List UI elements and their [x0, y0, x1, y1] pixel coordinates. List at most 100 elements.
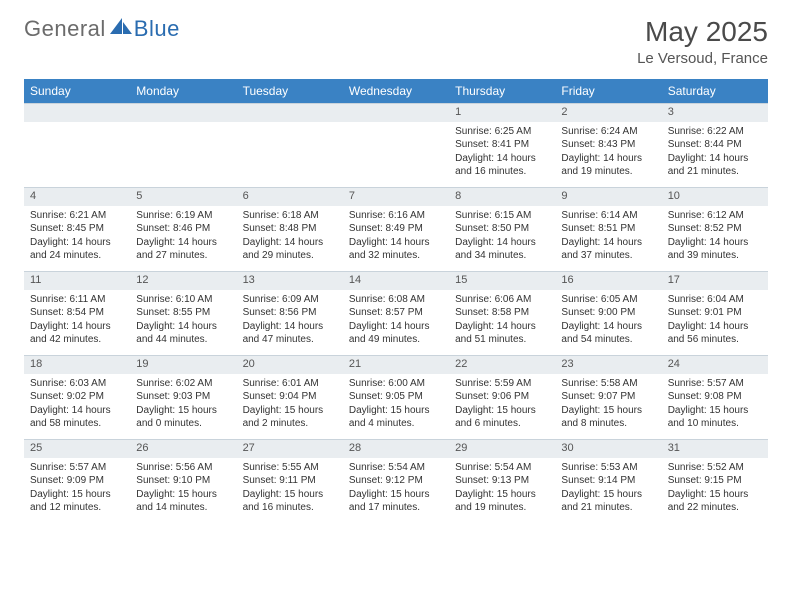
daynum-row: 25262728293031 [24, 440, 768, 458]
day-day1: Daylight: 15 hours [455, 488, 549, 502]
day-sunrise: Sunrise: 5:56 AM [136, 461, 230, 475]
day-day2: and 0 minutes. [136, 417, 230, 431]
day-day2: and 2 minutes. [243, 417, 337, 431]
day-sunset: Sunset: 8:46 PM [136, 222, 230, 236]
day-sunrise: Sunrise: 6:22 AM [668, 125, 762, 139]
day-cell: Sunrise: 6:21 AMSunset: 8:45 PMDaylight:… [24, 206, 130, 272]
day-sunrise: Sunrise: 5:54 AM [455, 461, 549, 475]
day-sunrise: Sunrise: 6:21 AM [30, 209, 124, 223]
day-number: 2 [555, 104, 661, 122]
day-sunset: Sunset: 8:52 PM [668, 222, 762, 236]
day-day2: and 54 minutes. [561, 333, 655, 347]
day-sunrise: Sunrise: 6:01 AM [243, 377, 337, 391]
day-cell: Sunrise: 5:57 AMSunset: 9:09 PMDaylight:… [24, 458, 130, 524]
day-day1: Daylight: 14 hours [136, 320, 230, 334]
day-day1: Daylight: 14 hours [30, 320, 124, 334]
day-day2: and 22 minutes. [668, 501, 762, 515]
day-cell: Sunrise: 6:22 AMSunset: 8:44 PMDaylight:… [662, 122, 768, 188]
day-cell: Sunrise: 6:02 AMSunset: 9:03 PMDaylight:… [130, 374, 236, 440]
day-day1: Daylight: 15 hours [349, 404, 443, 418]
content-row: Sunrise: 5:57 AMSunset: 9:09 PMDaylight:… [24, 458, 768, 524]
day-day1: Daylight: 15 hours [243, 488, 337, 502]
day-day2: and 10 minutes. [668, 417, 762, 431]
header: General Blue May 2025 Le Versoud, France [24, 16, 768, 67]
day-cell: Sunrise: 6:14 AMSunset: 8:51 PMDaylight:… [555, 206, 661, 272]
day-day1: Daylight: 14 hours [668, 236, 762, 250]
day-sunset: Sunset: 9:05 PM [349, 390, 443, 404]
day-cell [237, 122, 343, 188]
logo-text-blue: Blue [134, 16, 180, 42]
day-number: 17 [662, 272, 768, 290]
day-cell: Sunrise: 6:15 AMSunset: 8:50 PMDaylight:… [449, 206, 555, 272]
day-day1: Daylight: 15 hours [136, 404, 230, 418]
day-sunset: Sunset: 8:48 PM [243, 222, 337, 236]
day-cell: Sunrise: 5:53 AMSunset: 9:14 PMDaylight:… [555, 458, 661, 524]
day-number: 9 [555, 188, 661, 206]
day-sunrise: Sunrise: 6:11 AM [30, 293, 124, 307]
day-sunset: Sunset: 9:04 PM [243, 390, 337, 404]
daynum-row: 45678910 [24, 188, 768, 206]
day-cell: Sunrise: 6:18 AMSunset: 8:48 PMDaylight:… [237, 206, 343, 272]
day-sunset: Sunset: 8:44 PM [668, 138, 762, 152]
day-cell: Sunrise: 6:12 AMSunset: 8:52 PMDaylight:… [662, 206, 768, 272]
day-sunset: Sunset: 9:09 PM [30, 474, 124, 488]
day-day1: Daylight: 15 hours [668, 488, 762, 502]
day-sunset: Sunset: 9:13 PM [455, 474, 549, 488]
day-day2: and 51 minutes. [455, 333, 549, 347]
day-day2: and 8 minutes. [561, 417, 655, 431]
day-sunrise: Sunrise: 6:00 AM [349, 377, 443, 391]
day-sunset: Sunset: 8:54 PM [30, 306, 124, 320]
day-number: 25 [24, 440, 130, 458]
day-day2: and 49 minutes. [349, 333, 443, 347]
day-sunset: Sunset: 9:02 PM [30, 390, 124, 404]
day-day1: Daylight: 15 hours [561, 404, 655, 418]
day-sunset: Sunset: 8:57 PM [349, 306, 443, 320]
day-number [24, 104, 130, 122]
day-sunset: Sunset: 9:07 PM [561, 390, 655, 404]
day-day1: Daylight: 15 hours [136, 488, 230, 502]
day-number: 3 [662, 104, 768, 122]
day-day1: Daylight: 14 hours [561, 320, 655, 334]
day-sunset: Sunset: 8:55 PM [136, 306, 230, 320]
day-sunrise: Sunrise: 6:05 AM [561, 293, 655, 307]
weekday-header: Tuesday [237, 79, 343, 104]
day-day2: and 14 minutes. [136, 501, 230, 515]
day-sunrise: Sunrise: 6:03 AM [30, 377, 124, 391]
weekday-header: Thursday [449, 79, 555, 104]
day-day1: Daylight: 14 hours [668, 152, 762, 166]
day-cell: Sunrise: 6:00 AMSunset: 9:05 PMDaylight:… [343, 374, 449, 440]
location: Le Versoud, France [637, 50, 768, 67]
day-number: 16 [555, 272, 661, 290]
day-day2: and 34 minutes. [455, 249, 549, 263]
day-number: 14 [343, 272, 449, 290]
day-day2: and 58 minutes. [30, 417, 124, 431]
day-sunrise: Sunrise: 6:12 AM [668, 209, 762, 223]
day-number: 5 [130, 188, 236, 206]
day-sunrise: Sunrise: 5:57 AM [668, 377, 762, 391]
day-day1: Daylight: 14 hours [349, 236, 443, 250]
day-number: 6 [237, 188, 343, 206]
day-cell: Sunrise: 5:52 AMSunset: 9:15 PMDaylight:… [662, 458, 768, 524]
weekday-header-row: Sunday Monday Tuesday Wednesday Thursday… [24, 79, 768, 104]
day-cell: Sunrise: 6:08 AMSunset: 8:57 PMDaylight:… [343, 290, 449, 356]
day-number: 27 [237, 440, 343, 458]
day-sunrise: Sunrise: 6:04 AM [668, 293, 762, 307]
day-day1: Daylight: 14 hours [30, 404, 124, 418]
day-number: 18 [24, 356, 130, 374]
day-sunrise: Sunrise: 6:15 AM [455, 209, 549, 223]
day-sunrise: Sunrise: 6:02 AM [136, 377, 230, 391]
day-day2: and 32 minutes. [349, 249, 443, 263]
day-cell: Sunrise: 5:58 AMSunset: 9:07 PMDaylight:… [555, 374, 661, 440]
day-day1: Daylight: 14 hours [455, 320, 549, 334]
day-sunset: Sunset: 9:00 PM [561, 306, 655, 320]
day-sunset: Sunset: 8:56 PM [243, 306, 337, 320]
day-cell: Sunrise: 5:54 AMSunset: 9:13 PMDaylight:… [449, 458, 555, 524]
day-sunset: Sunset: 8:45 PM [30, 222, 124, 236]
day-cell: Sunrise: 6:16 AMSunset: 8:49 PMDaylight:… [343, 206, 449, 272]
day-number: 19 [130, 356, 236, 374]
day-day2: and 17 minutes. [349, 501, 443, 515]
day-number: 8 [449, 188, 555, 206]
weekday-header: Saturday [662, 79, 768, 104]
day-sunrise: Sunrise: 6:08 AM [349, 293, 443, 307]
day-number: 29 [449, 440, 555, 458]
